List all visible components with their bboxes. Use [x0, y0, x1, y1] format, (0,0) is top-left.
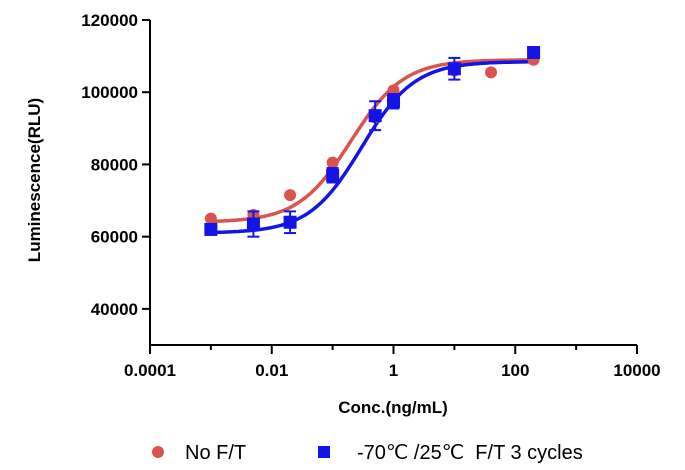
x-tick-label: 1 — [389, 361, 398, 380]
legend-label-no-ft: No F/T — [185, 442, 246, 464]
y-axis: 40000 60000 80000 100000 120000 — [81, 11, 151, 345]
data-point — [447, 62, 461, 76]
legend: No F/T -70℃ /25℃ F/T 3 cycles — [152, 442, 583, 464]
data-point — [204, 212, 217, 225]
y-tick-label: 100000 — [81, 83, 138, 102]
fit-curve-1 — [210, 60, 534, 235]
y-tick-label: 120000 — [81, 11, 138, 30]
x-tick-label: 100 — [501, 361, 529, 380]
data-point — [368, 109, 382, 123]
y-axis-title: Luminescence(RLU) — [25, 98, 44, 262]
legend-label-ft-cycles: -70℃ /25℃ F/T 3 cycles — [357, 442, 583, 464]
data-point — [326, 156, 339, 169]
fit-curves — [210, 58, 534, 235]
data-point — [246, 217, 260, 231]
x-tick-label: 10000 — [613, 361, 660, 380]
data-point — [387, 94, 400, 108]
data-point — [204, 222, 218, 236]
x-tick-label: 0.0001 — [124, 361, 176, 380]
data-point — [326, 168, 340, 182]
x-axis-title: Conc.(ng/mL) — [338, 398, 448, 417]
data-points — [204, 46, 541, 238]
legend-marker-no-ft — [152, 446, 164, 458]
legend-marker-ft-cycles — [318, 446, 330, 458]
data-point — [485, 66, 498, 79]
y-tick-label: 60000 — [91, 228, 138, 247]
y-tick-label: 80000 — [91, 155, 138, 174]
data-point — [527, 46, 541, 59]
data-point — [283, 215, 297, 229]
x-tick-label: 0.01 — [255, 361, 288, 380]
x-axis: 0.0001 0.01 1 100 10000 — [124, 344, 661, 380]
data-point — [284, 189, 297, 202]
y-tick-label: 40000 — [91, 300, 138, 319]
fit-curve-0 — [210, 58, 534, 224]
